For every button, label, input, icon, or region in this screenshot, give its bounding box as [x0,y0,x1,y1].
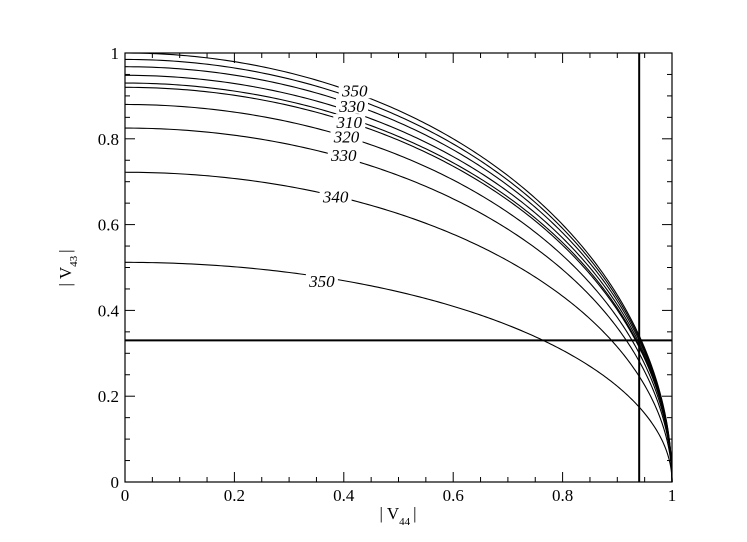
curve-label-bg [327,147,360,164]
curve-label-bg [330,128,363,145]
x-tick-label: 0 [121,486,130,505]
series-line-7 [124,103,673,483]
curve-label: 340 [322,188,349,207]
y-axis-title-end: | [56,249,75,252]
x-axis-title-sub: 44 [399,516,411,528]
curve-label: 330 [330,146,357,165]
y-axis-title-main: | V [56,266,75,286]
x-tick-label: 0.2 [224,486,245,505]
y-axis-title-sub: 43 [68,255,80,267]
curve-label-bg [338,82,371,99]
x-axis-title-end: | [413,504,416,523]
y-tick-label: 0.6 [98,216,119,235]
curve-label: 320 [333,128,360,147]
ticks-group: 0 0.2 0.4 0.6 0.8 1 0 0.2 0.4 0.6 0.8 1 [98,44,677,505]
x-tick-label: 0.4 [333,486,355,505]
x-axis-title: | V44 | [379,504,416,528]
curve-label: 310 [336,113,363,132]
curve-label-bg [333,114,366,131]
curve-label-bg [319,188,352,205]
y-axis-title: | V43 | [56,249,80,286]
y-tick-label: 0 [111,473,120,492]
series-line-4 [124,74,673,483]
y-tick-label: 1 [111,44,120,63]
y-tick-label: 0.2 [98,387,119,406]
x-tick-label: 0.8 [552,486,573,505]
curve-label-bg [336,97,369,114]
x-tick-label: 1 [668,486,677,505]
series-line-3 [124,66,673,483]
x-tick-label: 0.6 [443,486,464,505]
reference-lines-group [125,53,672,482]
curves-group [124,52,673,483]
y-tick-label: 0.4 [98,301,120,320]
y-tick-label: 0.8 [98,130,119,149]
x-axis-title-main: | V [379,504,399,523]
curve-label: 350 [341,81,368,100]
curve-label: 330 [338,97,365,116]
series-line-6 [124,86,673,483]
series-line-8 [124,127,673,483]
curve-label-bg [305,273,338,290]
series-line-9 [124,171,673,483]
series-line-10 [124,261,673,483]
curve-label: 350 [308,272,335,291]
